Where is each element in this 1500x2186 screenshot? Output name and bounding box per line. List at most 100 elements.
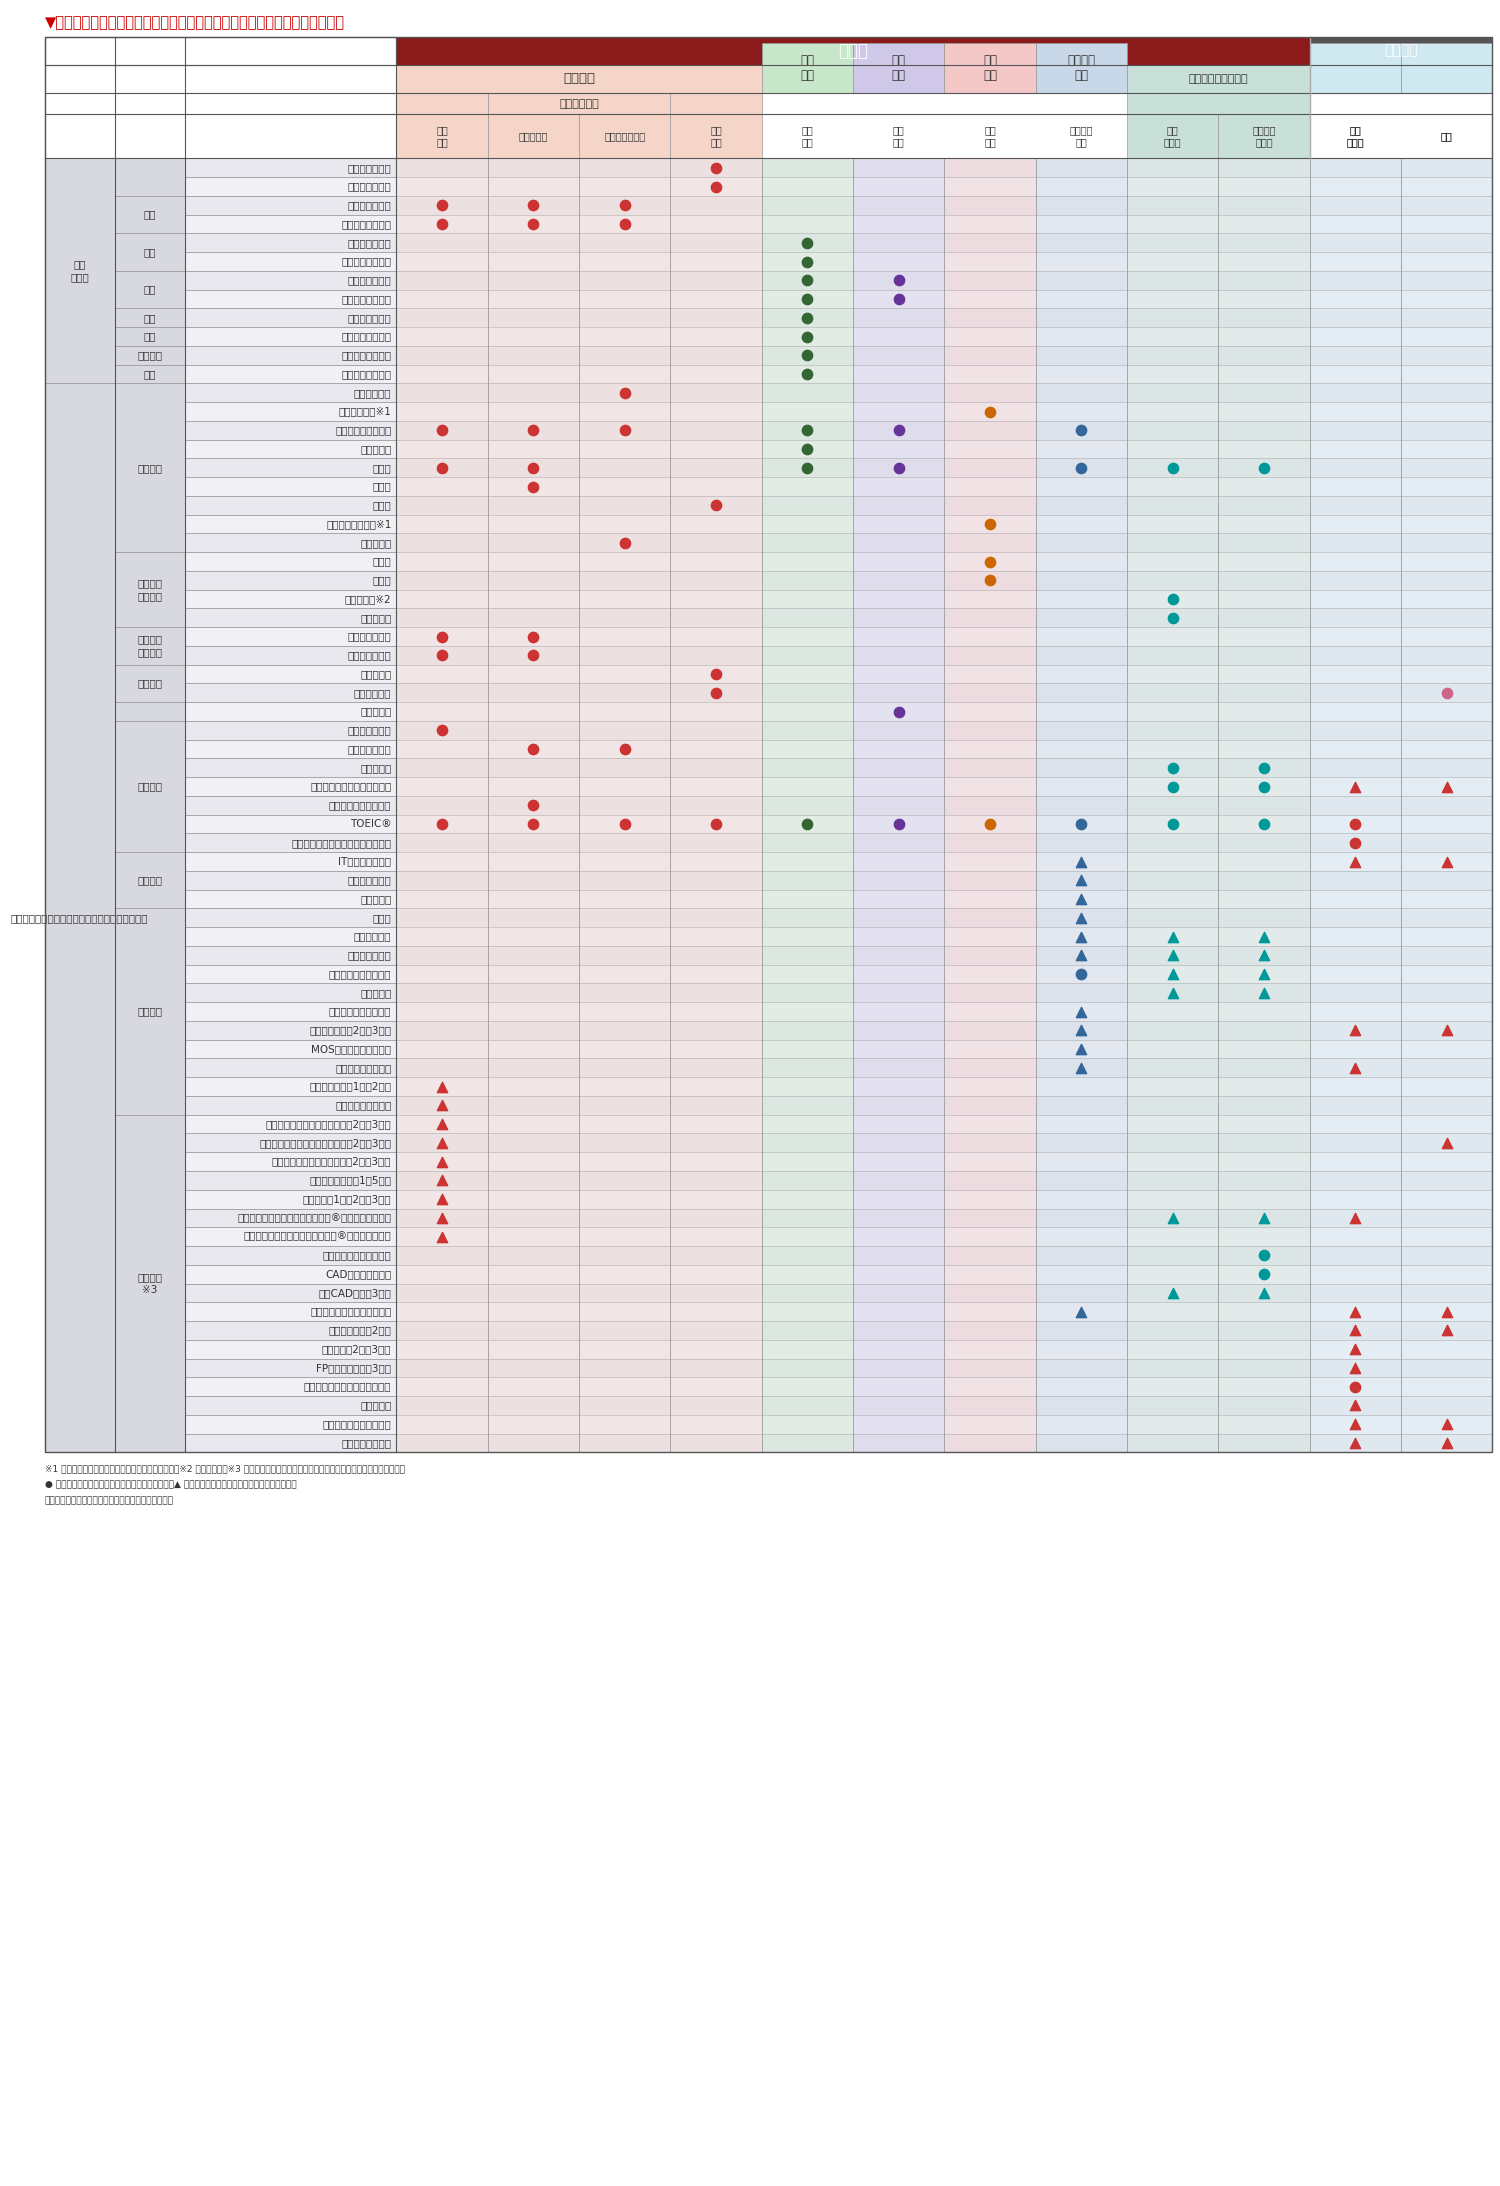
Text: 建築
コース: 建築 コース — [1164, 125, 1182, 149]
Bar — [853, 590, 945, 608]
Bar — [670, 947, 762, 964]
Bar — [1310, 197, 1401, 214]
Text: 国家資格: 国家資格 — [136, 1006, 162, 1016]
Bar — [184, 1377, 396, 1397]
Bar — [853, 909, 945, 927]
Bar — [1310, 1172, 1401, 1189]
Bar — [488, 1021, 579, 1041]
Bar — [488, 439, 579, 459]
Bar — [762, 702, 853, 721]
Bar — [184, 778, 396, 796]
Bar — [184, 702, 396, 721]
Bar — [670, 345, 762, 365]
Bar — [1310, 702, 1401, 721]
Bar — [670, 1095, 762, 1115]
Bar — [45, 345, 1492, 365]
Text: 国家資格
任用資格: 国家資格 任用資格 — [136, 634, 162, 658]
Bar — [1218, 947, 1310, 964]
Point — [1161, 975, 1185, 1010]
Text: 高等学校教諭一種: 高等学校教諭一種 — [342, 295, 392, 304]
Bar — [1310, 890, 1401, 909]
Bar — [762, 571, 853, 590]
Bar — [1218, 197, 1310, 214]
Bar — [114, 308, 184, 328]
Bar — [45, 1021, 1492, 1041]
Bar — [184, 608, 396, 627]
Bar — [945, 177, 1035, 197]
Bar — [1035, 778, 1126, 796]
Bar — [853, 739, 945, 759]
Bar — [670, 197, 762, 214]
Bar — [1035, 1414, 1126, 1434]
Bar — [1218, 1434, 1310, 1452]
Bar — [396, 1320, 488, 1340]
Bar — [184, 251, 396, 271]
Bar — [1218, 853, 1310, 870]
Bar — [762, 1078, 853, 1095]
Bar — [114, 383, 184, 553]
Bar — [579, 114, 670, 157]
Point — [704, 807, 728, 842]
Point — [1070, 995, 1094, 1030]
Bar — [396, 702, 488, 721]
Bar — [1310, 1266, 1401, 1283]
Bar — [762, 1152, 853, 1172]
Bar — [184, 1246, 396, 1266]
Bar — [396, 1283, 488, 1303]
Point — [1070, 901, 1094, 936]
Bar — [1310, 645, 1401, 665]
Bar — [853, 291, 945, 308]
Point — [1070, 918, 1094, 953]
Bar — [579, 927, 670, 947]
Point — [1344, 1406, 1368, 1441]
Bar — [1218, 553, 1310, 571]
Bar — [488, 92, 670, 114]
Point — [1434, 1126, 1458, 1161]
Text: フードスペシャリスト: フードスペシャリスト — [328, 800, 392, 811]
Point — [612, 732, 636, 767]
Bar — [396, 778, 488, 796]
Bar — [1401, 271, 1492, 291]
Bar — [1218, 1226, 1310, 1246]
Bar — [1126, 870, 1218, 890]
Bar — [762, 422, 853, 439]
Bar — [45, 197, 1492, 214]
Point — [430, 1220, 454, 1255]
Bar — [1126, 1246, 1218, 1266]
Bar — [579, 328, 670, 345]
Bar — [1310, 1246, 1401, 1266]
Point — [522, 188, 546, 223]
Bar — [945, 1283, 1035, 1303]
Bar — [853, 234, 945, 251]
Point — [1070, 863, 1094, 898]
Bar — [184, 947, 396, 964]
Bar — [1035, 365, 1126, 383]
Bar — [184, 721, 396, 739]
Bar — [1401, 1377, 1492, 1397]
Bar — [396, 37, 1310, 66]
Text: 民間資格
※3: 民間資格 ※3 — [136, 1272, 162, 1294]
Bar — [1218, 1246, 1310, 1266]
Text: 高等学校教諭一種: 高等学校教諭一種 — [342, 256, 392, 267]
Bar — [114, 909, 184, 1115]
Bar — [762, 1246, 853, 1266]
Bar — [853, 514, 945, 533]
Bar — [945, 496, 1035, 514]
Bar — [45, 721, 1492, 739]
Bar — [945, 422, 1035, 439]
Bar — [1401, 1303, 1492, 1320]
Bar — [1310, 251, 1401, 271]
Bar — [762, 365, 853, 383]
Bar — [670, 590, 762, 608]
Point — [1344, 769, 1368, 804]
Text: 小学校教諭一種: 小学校教諭一種 — [348, 181, 392, 192]
Bar — [1035, 870, 1126, 890]
Bar — [945, 571, 1035, 590]
Bar — [579, 177, 670, 197]
Text: 高等学校教諭一種: 高等学校教諭一種 — [342, 350, 392, 361]
Bar — [579, 1303, 670, 1320]
Bar — [762, 833, 853, 853]
Bar — [45, 608, 1492, 627]
Bar — [1126, 1340, 1218, 1358]
Bar — [1035, 514, 1126, 533]
